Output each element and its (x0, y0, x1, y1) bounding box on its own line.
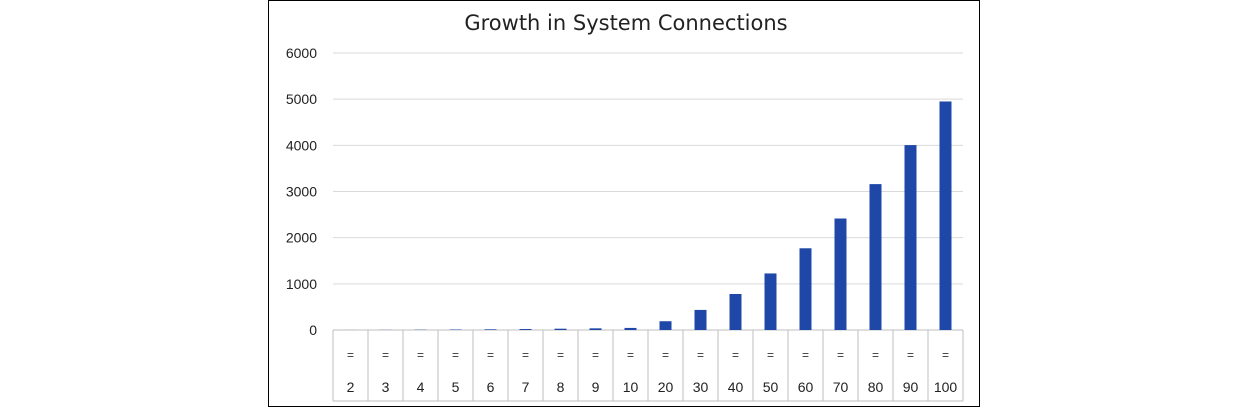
x-tick-label: 40 (728, 379, 744, 395)
bar-chart: Growth in System Connections 01000200030… (286, 11, 964, 402)
bar (659, 321, 672, 330)
y-axis-ticks: 0 1000 2000 3000 4000 5000 6000 (286, 45, 317, 338)
y-tick-label: 2000 (286, 230, 317, 246)
bar (939, 101, 952, 330)
bar (589, 328, 602, 330)
category-marker: = (452, 348, 459, 362)
category-marker: = (767, 348, 774, 362)
x-tick-label: 7 (522, 379, 530, 395)
x-tick-label: 3 (382, 379, 390, 395)
category-marker: = (627, 348, 634, 362)
category-marker: = (522, 348, 529, 362)
bar (869, 184, 882, 330)
bar (554, 328, 567, 330)
category-marker: = (662, 348, 669, 362)
bar (904, 145, 917, 330)
x-tick-label: 50 (763, 379, 779, 395)
x-tick-label: 5 (452, 379, 460, 395)
x-tick-label: 20 (658, 379, 674, 395)
bar (764, 273, 777, 330)
y-tick-label: 4000 (286, 137, 317, 153)
x-axis-labels: = 2 = 3 = 4 = 5 = 6 = 7 = 8 = 9 = 10 = 20 = 30 = 40 = 50 = 60 = 70 = 80… (347, 348, 958, 395)
x-tick-label: 90 (903, 379, 919, 395)
x-tick-label: 100 (934, 379, 958, 395)
x-tick-label: 2 (347, 379, 355, 395)
category-marker: = (907, 348, 914, 362)
category-marker: = (697, 348, 704, 362)
bar (484, 329, 497, 330)
bar (834, 218, 847, 330)
bar (799, 248, 812, 330)
category-table (332, 330, 964, 402)
x-tick-label: 8 (557, 379, 565, 395)
category-marker: = (557, 348, 564, 362)
chart-frame: Growth in System Connections 0 1000 2000 30… (268, 0, 980, 407)
category-marker: = (382, 348, 389, 362)
x-tick-label: 30 (693, 379, 709, 395)
x-tick-label: 70 (833, 379, 849, 395)
category-marker: = (942, 348, 949, 362)
category-marker: = (872, 348, 879, 362)
x-tick-label: 60 (798, 379, 814, 395)
category-marker: = (592, 348, 599, 362)
bar (624, 327, 637, 330)
x-tick-label: 10 (623, 379, 639, 395)
y-tick-label: 3000 (286, 184, 317, 200)
x-tick-label: 4 (417, 379, 425, 395)
y-tick-label: 0 (309, 322, 317, 338)
x-tick-label: 6 (487, 379, 495, 395)
category-marker: = (417, 348, 424, 362)
category-marker: = (802, 348, 809, 362)
category-marker: = (732, 348, 739, 362)
bar (729, 293, 742, 330)
bar (519, 329, 532, 330)
y-tick-label: 1000 (286, 276, 317, 292)
category-marker: = (487, 348, 494, 362)
x-tick-label: 80 (868, 379, 884, 395)
grid-lines (333, 52, 963, 331)
y-tick-label: 5000 (286, 91, 317, 107)
bar (694, 309, 707, 330)
chart-title: Growth in System Connections (464, 11, 787, 35)
category-marker: = (347, 348, 354, 362)
y-tick-label: 6000 (286, 45, 317, 61)
category-marker: = (837, 348, 844, 362)
bars (344, 101, 952, 330)
x-tick-label: 9 (592, 379, 600, 395)
